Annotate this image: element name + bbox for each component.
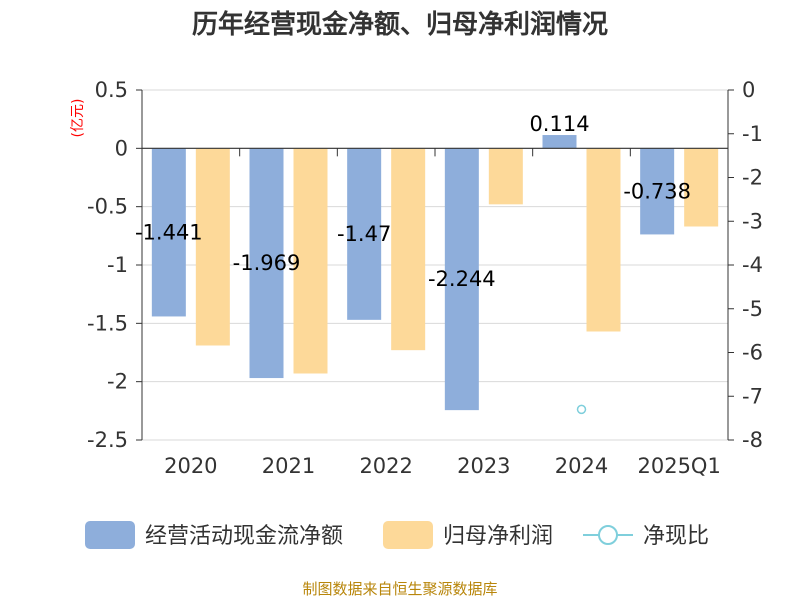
data-label: -0.738 bbox=[623, 179, 691, 203]
legend: 经营活动现金流净额 归母净利润 净现比 bbox=[85, 521, 709, 549]
x-tick-label: 2021 bbox=[262, 454, 315, 478]
right-tick-label: -3 bbox=[742, 209, 763, 233]
left-tick-label: -0.5 bbox=[87, 195, 128, 219]
legend-swatch-net-profit bbox=[383, 521, 433, 549]
axes: 0.5 0 -0.5 -1 -1.5 -2 -2.5 0 -1 -2 -3 -4 -5 -6 -7 -8 202… bbox=[87, 78, 763, 478]
grid bbox=[142, 89, 728, 441]
chart-title: 历年经营现金净额、归母净利润情况 bbox=[192, 9, 608, 40]
bar-归母净利润-2023 bbox=[488, 148, 523, 205]
legend-label-net-profit: 归母净利润 bbox=[443, 524, 553, 549]
bar-经营活动现金流净额-2025Q1 bbox=[640, 148, 675, 235]
bar-归母净利润-2024 bbox=[586, 148, 621, 332]
data-label: -2.244 bbox=[428, 267, 496, 291]
point-净现比-2024 bbox=[576, 404, 587, 415]
data-label: -1.441 bbox=[135, 220, 203, 244]
data-label: -1.47 bbox=[337, 222, 391, 246]
left-axis-unit: (亿元) bbox=[70, 99, 86, 138]
data-label: -1.969 bbox=[233, 251, 301, 275]
left-tick-label: -1.5 bbox=[87, 311, 128, 335]
bar-经营活动现金流净额-2020 bbox=[151, 148, 186, 317]
bars bbox=[151, 135, 719, 415]
left-tick-label: -2.5 bbox=[87, 428, 128, 452]
right-tick-label: -2 bbox=[742, 166, 763, 190]
data-labels: -1.441 -1.969 -1.47 -2.244 0.114 -0.738 bbox=[135, 112, 691, 291]
right-tick-label: -6 bbox=[742, 341, 763, 365]
x-tick-label: 2023 bbox=[457, 454, 510, 478]
right-tick-label: -8 bbox=[742, 428, 763, 452]
right-tick-label: -1 bbox=[742, 122, 763, 146]
legend-label-cash-ratio: 净现比 bbox=[643, 524, 709, 549]
right-tick-label: -5 bbox=[742, 297, 763, 321]
x-tick-label: 2024 bbox=[555, 454, 608, 478]
left-tick-label: 0.5 bbox=[95, 78, 128, 102]
bar-归母净利润-2025Q1 bbox=[684, 148, 719, 227]
x-tick-label: 2020 bbox=[164, 454, 217, 478]
bar-经营活动现金流净额-2024 bbox=[542, 135, 577, 149]
bar-归母净利润-2021 bbox=[293, 148, 328, 374]
bar-归母净利润-2020 bbox=[195, 148, 230, 346]
bar-经营活动现金流净额-2022 bbox=[347, 148, 382, 320]
left-tick-label: -2 bbox=[107, 370, 128, 394]
left-tick-label: -1 bbox=[107, 253, 128, 277]
bar-经营活动现金流净额-2023 bbox=[444, 148, 479, 411]
right-tick-label: 0 bbox=[742, 78, 755, 102]
legend-label-operating-cash: 经营活动现金流净额 bbox=[145, 524, 343, 549]
x-tick-label: 2022 bbox=[359, 454, 412, 478]
legend-marker-cash-ratio bbox=[598, 525, 618, 545]
source-note: 制图数据来自恒生聚源数据库 bbox=[302, 580, 497, 598]
bar-经营活动现金流净额-2021 bbox=[249, 148, 284, 379]
right-tick-label: -4 bbox=[742, 253, 763, 277]
right-tick-label: -7 bbox=[742, 384, 763, 408]
bar-归母净利润-2022 bbox=[391, 148, 426, 351]
data-label: 0.114 bbox=[529, 112, 589, 136]
left-tick-label: 0 bbox=[115, 136, 128, 160]
x-tick-label: 2025Q1 bbox=[637, 454, 720, 478]
legend-swatch-operating-cash bbox=[85, 521, 135, 549]
